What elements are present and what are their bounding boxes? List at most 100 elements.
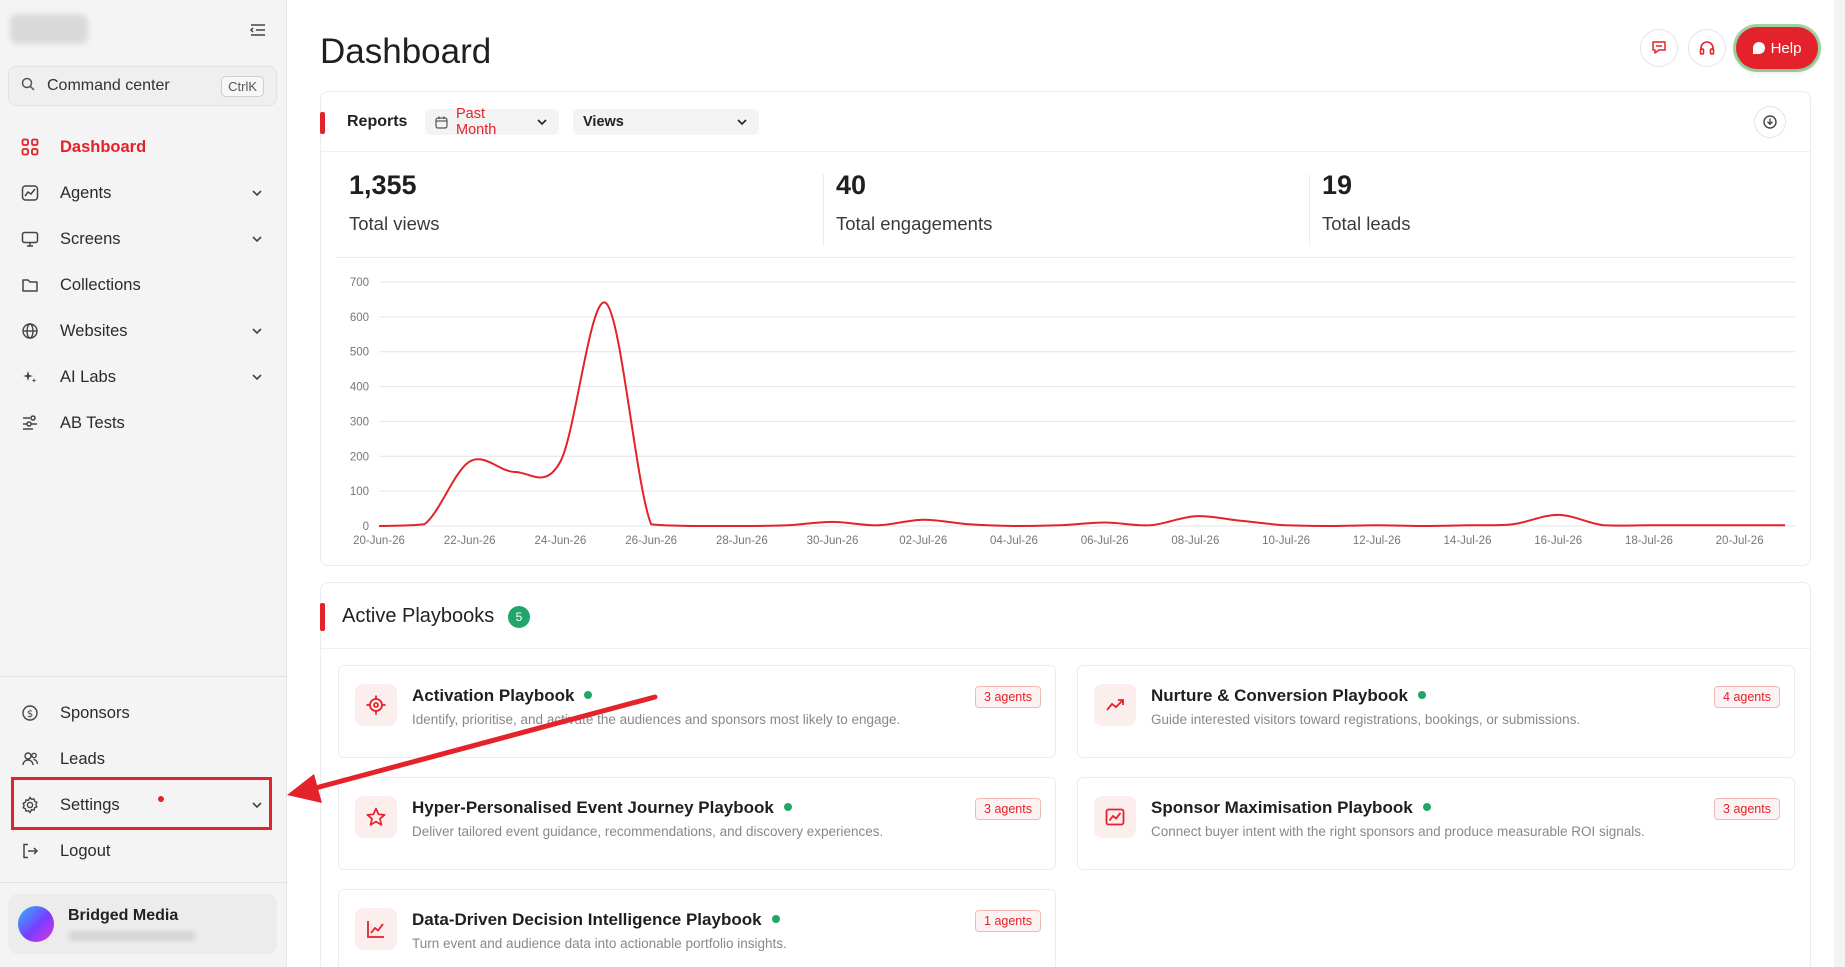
reports-card: Reports Past Month Views 1,355 Total vie… <box>320 91 1811 566</box>
sidebar-item-settings[interactable]: Settings <box>8 782 277 828</box>
chevron-down-icon[interactable] <box>249 323 265 339</box>
playbook-title: Data-Driven Decision Intelligence Playbo… <box>412 910 762 929</box>
scrollbar[interactable] <box>1834 0 1845 967</box>
x-tick-label: 20-Jun-26 <box>353 535 405 547</box>
globe-icon <box>20 321 40 341</box>
active-status-dot <box>1417 691 1426 699</box>
playbook-title: Sponsor Maximisation Playbook <box>1151 798 1413 817</box>
collapse-sidebar-icon[interactable] <box>248 20 268 40</box>
divider <box>823 174 824 246</box>
stat-total-views: 1,355 Total views <box>349 170 439 246</box>
agents-badge[interactable]: 4 agents <box>1714 686 1780 708</box>
x-tick-label: 20-Jul-26 <box>1716 535 1764 547</box>
stat-label: Total views <box>349 213 440 234</box>
active-playbooks-card: Active Playbooks 5 Activation Playbook I… <box>320 582 1811 967</box>
command-center-search[interactable]: Command center CtrlK <box>8 66 277 106</box>
dollar-icon: $ <box>20 703 40 723</box>
x-tick-label: 22-Jun-26 <box>444 535 496 547</box>
y-tick-label: 100 <box>350 486 369 498</box>
sidebar-item-ab-tests[interactable]: AB Tests <box>8 400 277 446</box>
chevron-down-icon[interactable] <box>249 369 265 385</box>
chart-line-icon <box>1094 796 1136 838</box>
x-tick-label: 28-Jun-26 <box>716 535 768 547</box>
sidebar-item-dashboard[interactable]: Dashboard <box>8 124 277 170</box>
views-line-chart: 0 100 200 300 400 500 600 700 20-Jun-26 22-Jun-26… <box>350 277 1795 547</box>
active-status-dot <box>771 915 780 923</box>
download-report-button[interactable] <box>1754 106 1786 138</box>
y-tick-label: 600 <box>350 312 369 324</box>
analytics-icon <box>355 908 397 950</box>
agents-badge[interactable]: 1 agents <box>975 910 1041 932</box>
chevron-down-icon[interactable] <box>249 231 265 247</box>
stat-total-leads: 19 Total leads <box>1322 170 1410 246</box>
x-tick-label: 10-Jul-26 <box>1262 535 1310 547</box>
y-tick-label: 700 <box>350 277 369 289</box>
sidebar-item-label: Sponsors <box>60 703 130 722</box>
logo[interactable] <box>10 14 88 44</box>
playbook-card-nurture[interactable]: Nurture & Conversion Playbook Guide inte… <box>1077 665 1795 758</box>
stat-value: 40 <box>836 170 867 200</box>
profile-name: Bridged Media <box>68 907 179 924</box>
target-icon <box>355 684 397 726</box>
playbook-card-decision-intelligence[interactable]: Data-Driven Decision Intelligence Playbo… <box>338 889 1056 967</box>
stats-row: 1,355 Total views 40 Total engagements 1… <box>335 170 1795 258</box>
sidebar-item-websites[interactable]: Websites <box>8 308 277 354</box>
playbook-card-sponsor-maximisation[interactable]: Sponsor Maximisation Playbook Connect bu… <box>1077 777 1795 870</box>
stat-label: Total engagements <box>836 213 993 234</box>
active-status-dot <box>783 803 792 811</box>
help-button[interactable]: Help <box>1736 27 1818 69</box>
agents-badge[interactable]: 3 agents <box>1714 798 1780 820</box>
y-tick-label: 500 <box>350 347 369 359</box>
playbook-title: Activation Playbook <box>412 686 575 705</box>
sidebar-item-label: AB Tests <box>60 413 125 432</box>
help-chat-icon <box>1752 42 1765 54</box>
profile-email-blurred <box>68 931 196 941</box>
help-label: Help <box>1770 39 1802 57</box>
headset-icon[interactable] <box>1688 29 1726 67</box>
playbook-description: Guide interested visitors toward registr… <box>1151 712 1581 727</box>
sidebar-item-sponsors[interactable]: $ Sponsors <box>8 690 277 736</box>
svg-text:$: $ <box>27 709 33 720</box>
monitor-icon <box>20 229 40 249</box>
chart-icon <box>20 183 40 203</box>
accent-bar <box>320 603 325 631</box>
x-tick-label: 02-Jul-26 <box>899 535 947 547</box>
sidebar-item-ai-labs[interactable]: AI Labs <box>8 354 277 400</box>
x-tick-label: 04-Jul-26 <box>990 535 1038 547</box>
playbook-card-hyper-personalised[interactable]: Hyper-Personalised Event Journey Playboo… <box>338 777 1056 870</box>
stat-label: Total leads <box>1322 213 1411 234</box>
agents-badge[interactable]: 3 agents <box>975 686 1041 708</box>
trend-up-icon <box>1094 684 1136 726</box>
notification-dot <box>157 795 164 802</box>
playbook-description: Deliver tailored event guidance, recomme… <box>412 824 884 839</box>
calendar-icon <box>435 116 448 129</box>
page-title: Dashboard <box>320 32 492 71</box>
playbook-card-activation[interactable]: Activation Playbook Identify, prioritise… <box>338 665 1056 758</box>
gear-icon <box>20 795 40 815</box>
chevron-down-icon[interactable] <box>249 797 265 813</box>
sidebar-item-label: Screens <box>60 229 121 248</box>
sidebar-item-logout[interactable]: Logout <box>8 828 277 874</box>
active-status-dot <box>1422 803 1431 811</box>
divider <box>1309 174 1310 246</box>
period-dropdown[interactable]: Past Month <box>425 106 559 138</box>
stat-value: 19 <box>1322 170 1353 200</box>
chevron-down-icon[interactable] <box>249 185 265 201</box>
chat-icon[interactable] <box>1640 29 1678 67</box>
agents-badge[interactable]: 3 agents <box>975 798 1041 820</box>
reports-toolbar: Reports Past Month Views <box>320 92 1810 152</box>
x-tick-label: 18-Jul-26 <box>1625 535 1673 547</box>
sidebar-item-screens[interactable]: Screens <box>8 216 277 262</box>
sidebar-item-label: Leads <box>60 749 105 768</box>
sidebar-item-label: Settings <box>60 795 120 814</box>
sidebar-item-leads[interactable]: Leads <box>8 736 277 782</box>
user-profile[interactable]: Bridged Media <box>8 894 277 954</box>
accent-bar <box>320 112 325 134</box>
period-value: Past Month <box>456 106 497 138</box>
playbooks-header: Active Playbooks 5 <box>320 583 1810 649</box>
sidebar-item-collections[interactable]: Collections <box>8 262 277 308</box>
search-icon <box>21 77 35 96</box>
sidebar-item-agents[interactable]: Agents <box>8 170 277 216</box>
metric-dropdown[interactable]: Views <box>573 109 759 135</box>
playbook-title: Nurture & Conversion Playbook <box>1151 686 1408 705</box>
